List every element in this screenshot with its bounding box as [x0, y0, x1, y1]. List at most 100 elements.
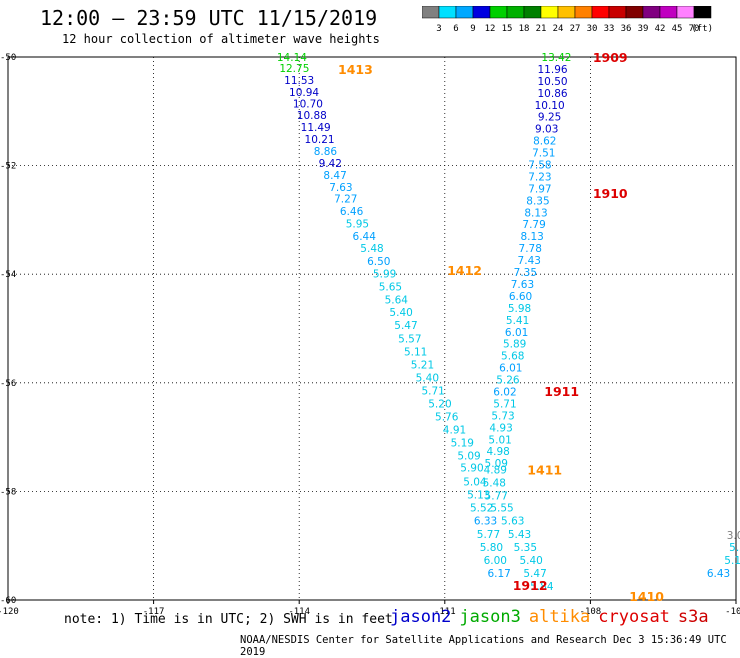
- y-tick-label: -54: [0, 270, 16, 280]
- colorbar-unit: (ft): [691, 24, 713, 34]
- swh-value-label: 5.47: [523, 568, 546, 580]
- swh-value-label: 5.20: [428, 398, 451, 410]
- swh-value-label: 8.13: [524, 207, 547, 219]
- swh-value-label: 5.35: [514, 542, 537, 554]
- swh-value-label: 5.01: [488, 434, 511, 446]
- swh-value-label: 6.01: [505, 327, 528, 339]
- swh-value-label: 13.42: [541, 52, 571, 64]
- swh-value-label: 5.21: [411, 359, 434, 371]
- swh-value-label: 5.41: [506, 315, 529, 327]
- swh-value-label: 10.21: [305, 134, 335, 146]
- swh-value-label: 9.03: [535, 124, 558, 136]
- chart-subtitle: 12 hour collection of altimeter wave hei…: [62, 32, 380, 46]
- swh-value-label: 5.63: [501, 516, 524, 528]
- swh-value-label: 5.04: [463, 477, 487, 489]
- swh-value-label: 4.98: [486, 446, 509, 458]
- wave-height-chart: -120 -117 -114 -111 -108 -105 -50 -52 -54 -56 -58 -…: [0, 50, 740, 617]
- swh-value-label: 5.99: [373, 269, 396, 281]
- swh-value-label: 5.77: [477, 529, 500, 541]
- swh-value-label: 6.00: [484, 555, 507, 567]
- x-tick-label: -111: [434, 607, 456, 617]
- colorbar-label: 21: [536, 24, 547, 34]
- swh-value-label: 14.14: [277, 52, 307, 64]
- pass-label: 1412: [447, 263, 482, 278]
- colorbar-label: 30: [587, 24, 598, 34]
- swh-value-label: 5.19: [451, 438, 474, 450]
- swh-value-label: 5.65: [379, 282, 402, 294]
- plot-frame: [7, 56, 737, 601]
- swh-value-label: 5.40: [416, 372, 439, 384]
- legend-item-altika: altika: [528, 607, 591, 627]
- swh-value-label: 5.52: [470, 503, 493, 515]
- swh-value-label: 6.17: [487, 568, 510, 580]
- swh-value-label: 9.25: [538, 112, 561, 124]
- swh-value-label: 5.98: [508, 303, 531, 315]
- legend-item-s3a: s3a: [677, 607, 709, 627]
- y-tick-label: -56: [0, 379, 16, 389]
- swh-value-label: 5.48: [483, 478, 506, 490]
- swh-value-label: 7.79: [522, 219, 545, 231]
- swh-value-label: 5.13: [467, 490, 490, 502]
- colorbar-label: 33: [604, 24, 615, 34]
- pass-label: 1911: [544, 384, 579, 399]
- swh-value-label: 6.33: [474, 516, 497, 528]
- legend-item-jason3: jason3: [459, 607, 521, 627]
- satellite-legend: jason2 jason3 altika cryosat s3a: [390, 607, 717, 627]
- swh-value-label: 5.90: [460, 463, 483, 475]
- swh-value-label: 11.96: [538, 64, 568, 76]
- swh-value-label: 12.75: [279, 63, 309, 75]
- swh-value-label: 5.80: [480, 542, 503, 554]
- swh-value-label: 6.46: [340, 206, 364, 218]
- colorbar-label: 18: [519, 24, 530, 34]
- pass-label: 1909: [593, 50, 628, 65]
- pass-label: 1411: [527, 463, 562, 478]
- swh-value-label: 6.43: [707, 568, 730, 580]
- swh-value-label: 8.13: [520, 231, 543, 243]
- swh-value-label: 11.49: [301, 122, 331, 134]
- swh-value-label: 5.55: [490, 503, 513, 515]
- x-tick-label: -108: [580, 607, 602, 617]
- swh-value-label: 10.50: [538, 76, 568, 88]
- swh-value-label: 5.68: [501, 351, 524, 363]
- swh-value-label: 9.42: [319, 158, 342, 170]
- swh-value-label: 10.94: [289, 87, 319, 99]
- swh-value-label: 5.43: [508, 529, 531, 541]
- swh-value-label: 8.62: [533, 136, 556, 148]
- swh-value-label: 5.11: [404, 346, 427, 358]
- x-tick-label: -120: [0, 607, 19, 617]
- colorbar-label: 27: [570, 24, 581, 34]
- swh-value-label: 6.50: [367, 256, 390, 268]
- swh-value-label: 5.09: [457, 451, 480, 463]
- swh-value-label: 5.40: [389, 307, 412, 319]
- swh-value-label: 7.58: [528, 160, 551, 172]
- pass-label: 1912: [513, 578, 548, 593]
- colorbar-label: 45: [672, 24, 683, 34]
- swh-value-label: 8.35: [526, 195, 549, 207]
- colorbar-label: 6: [453, 24, 458, 34]
- swh-value-label: 5.64: [385, 295, 409, 307]
- swh-value-label: 5.48: [360, 243, 383, 255]
- colorbar-label: 15: [502, 24, 513, 34]
- swh-colorbar: 3 6 9 12 15 18 21 24 27 30 33 36 39 42 45 70(ft): [422, 6, 713, 34]
- colorbar-label: 12: [485, 24, 496, 34]
- colorbar-label: 24: [553, 24, 564, 34]
- colorbar-label: 42: [655, 24, 666, 34]
- swh-value-label: 7.23: [528, 171, 551, 183]
- colorbar-label: 70: [689, 24, 700, 34]
- pass-label: 1413: [338, 62, 373, 77]
- swh-value-label: 7.63: [329, 182, 352, 194]
- swh-value-label: 7.63: [511, 279, 534, 291]
- swh-value-label: 6.44: [353, 231, 377, 243]
- swh-value-label: 6.01: [499, 363, 522, 375]
- swh-value-label: 5.84: [530, 581, 554, 593]
- x-tick-label: -114: [288, 607, 310, 617]
- swh-value-label: 10.88: [297, 110, 327, 122]
- swh-value-label: 5.76: [435, 411, 459, 423]
- swh-value-label: 4.93: [489, 422, 512, 434]
- swh-value-label: 10.70: [293, 99, 323, 111]
- colorbar-label: 3: [436, 24, 441, 34]
- swh-value-label: 7.27: [334, 194, 357, 206]
- x-tick-label: -105: [725, 607, 740, 617]
- swh-value-label: 5.77: [485, 491, 508, 503]
- swh-value-label: 10.10: [535, 100, 565, 112]
